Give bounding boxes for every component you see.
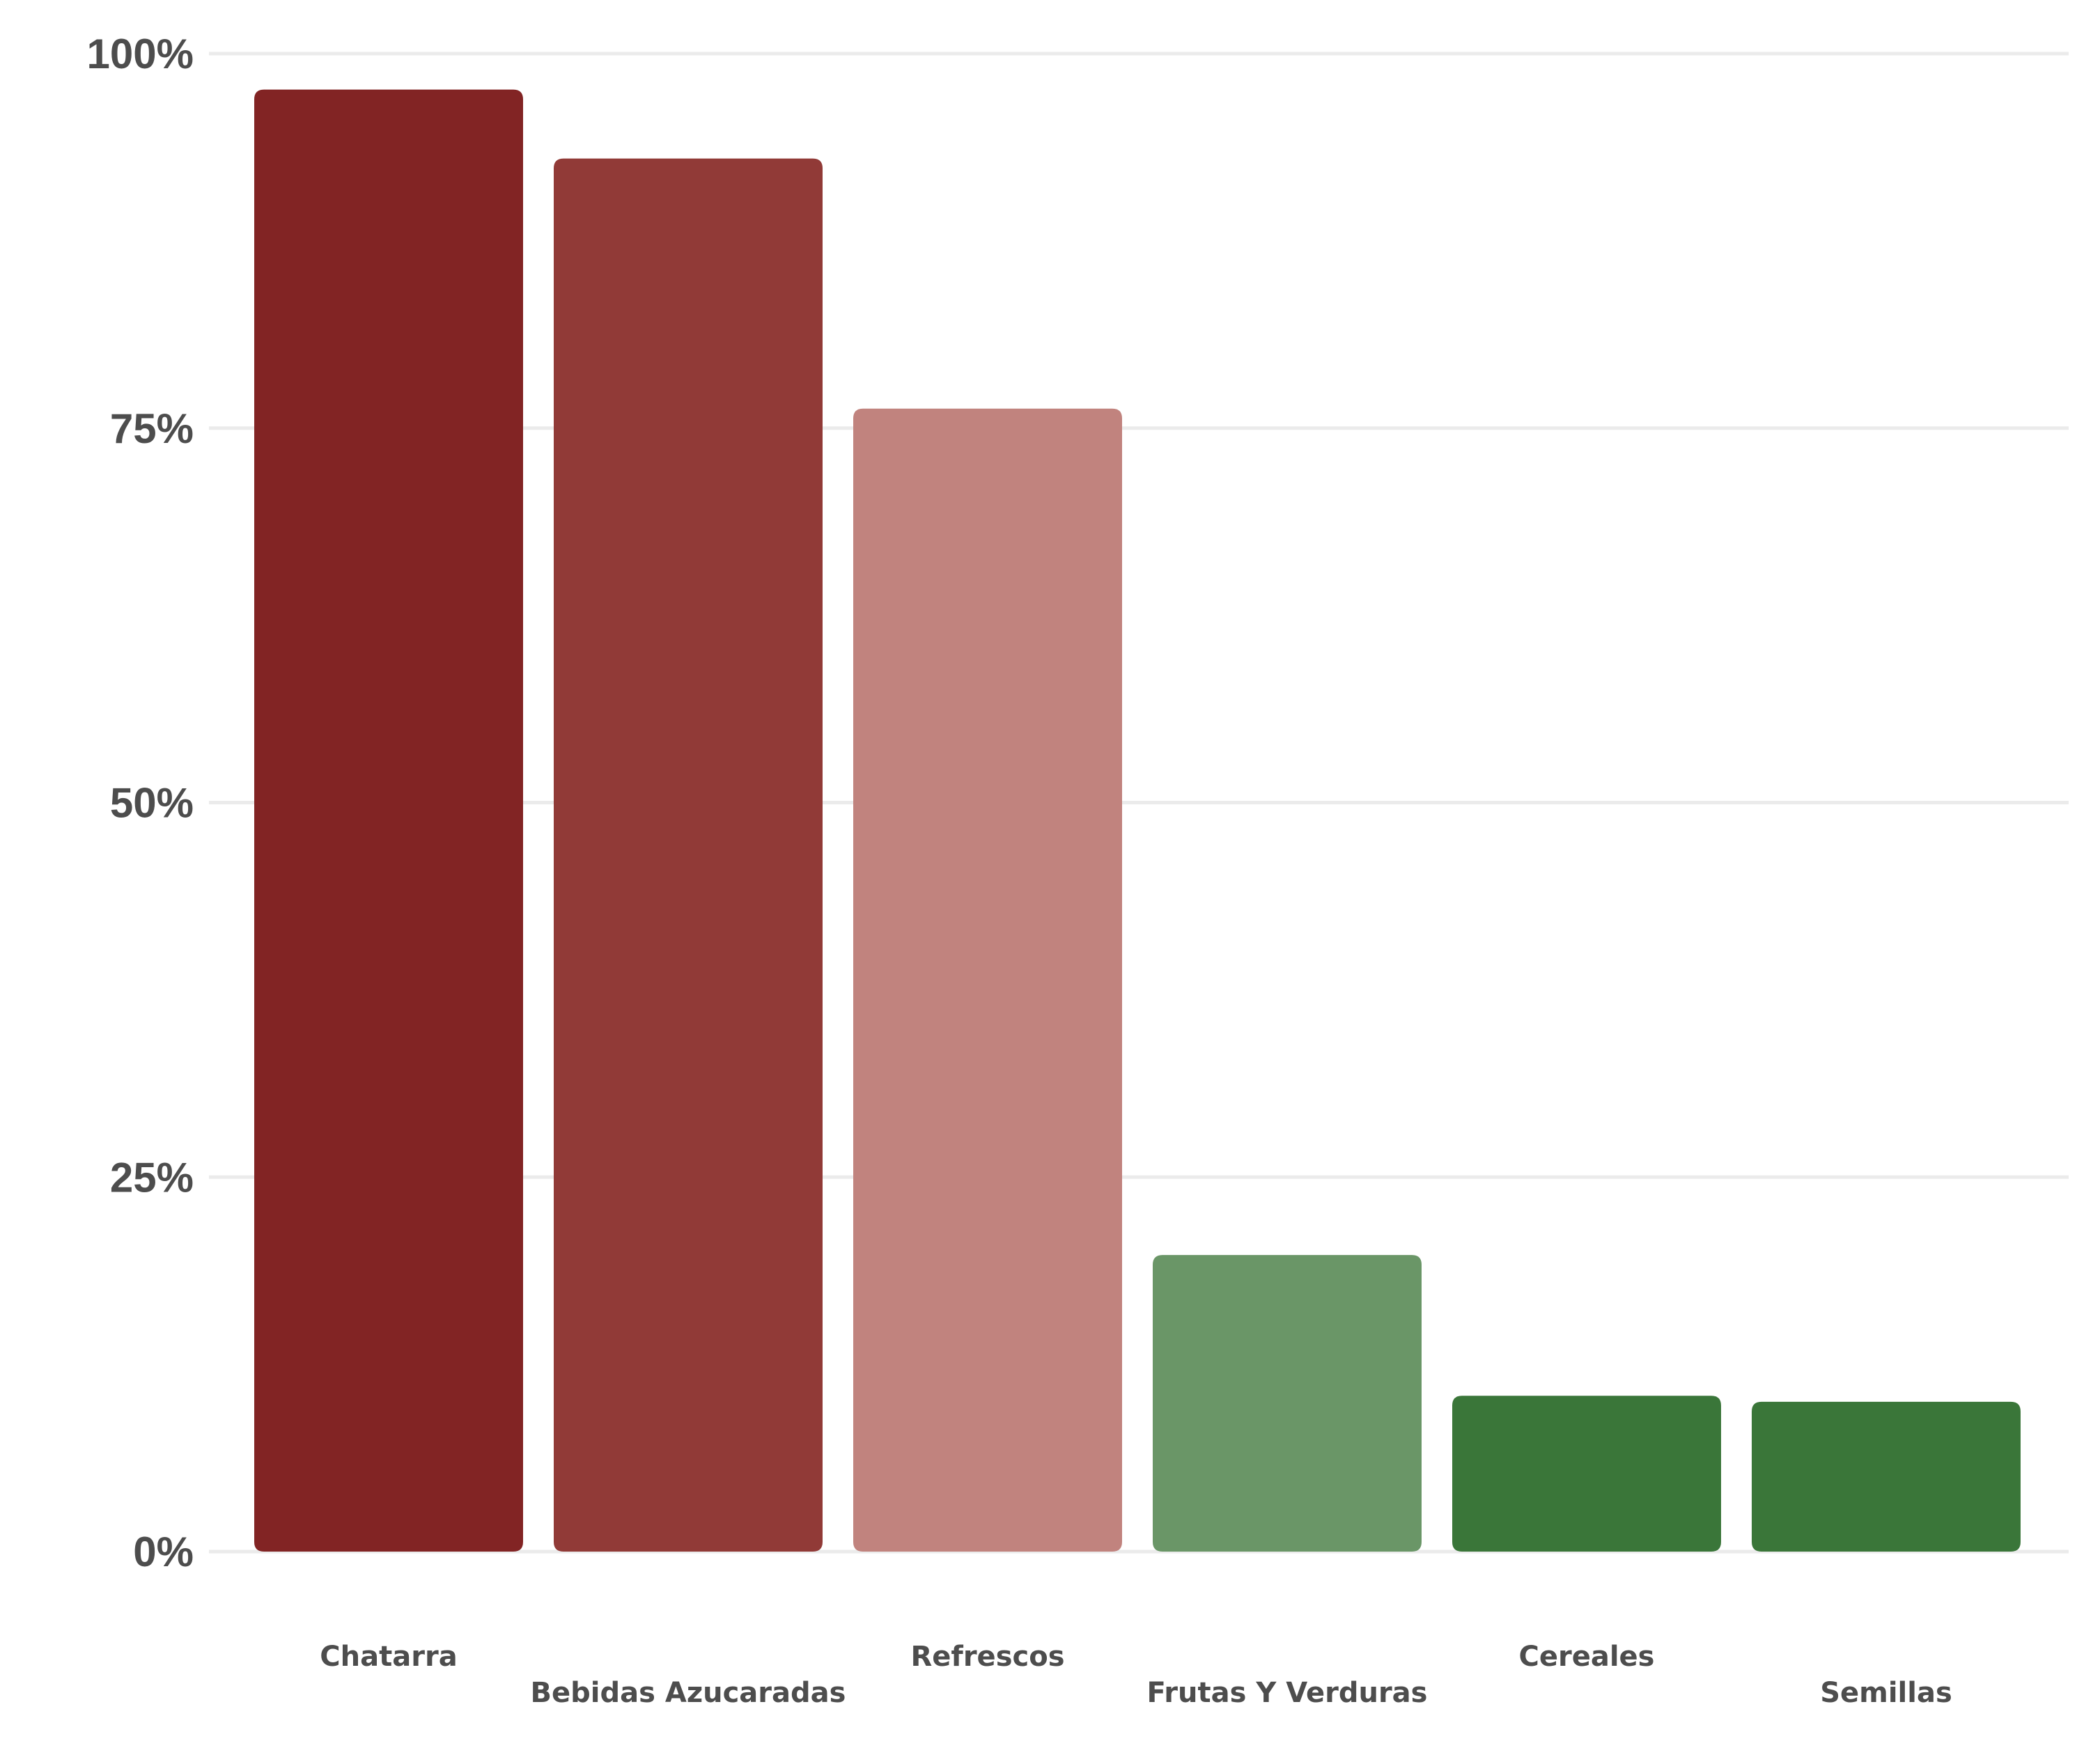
x-category-label: Cereales [1519, 1641, 1655, 1673]
bar-refrescos [853, 408, 1122, 1552]
y-tick-label: 0% [133, 1529, 194, 1575]
x-axis-labels: Chatarra Bebidas Azucaradas Refrescos Fruta… [320, 1641, 1952, 1709]
x-category-label: Frutas Y Verduras [1147, 1677, 1428, 1709]
x-category-label: Semillas [1820, 1677, 1952, 1709]
y-tick-label: 25% [110, 1154, 194, 1201]
bar-chatarra [254, 89, 523, 1552]
bar-bebidas-azucaradas [554, 158, 823, 1552]
x-category-label: Chatarra [320, 1641, 457, 1673]
bar-frutas-y-verduras [1153, 1255, 1422, 1552]
y-tick-label: 100% [87, 31, 194, 77]
bar-cereales [1452, 1396, 1721, 1552]
x-category-label: Refrescos [911, 1641, 1065, 1673]
y-tick-label: 75% [110, 405, 194, 452]
bar-semillas [1752, 1401, 2021, 1552]
bars [254, 89, 2021, 1552]
y-axis-ticks: 0% 25% 50% 75% 100% [87, 31, 194, 1575]
x-category-label: Bebidas Azucaradas [531, 1677, 846, 1709]
y-tick-label: 50% [110, 780, 194, 827]
